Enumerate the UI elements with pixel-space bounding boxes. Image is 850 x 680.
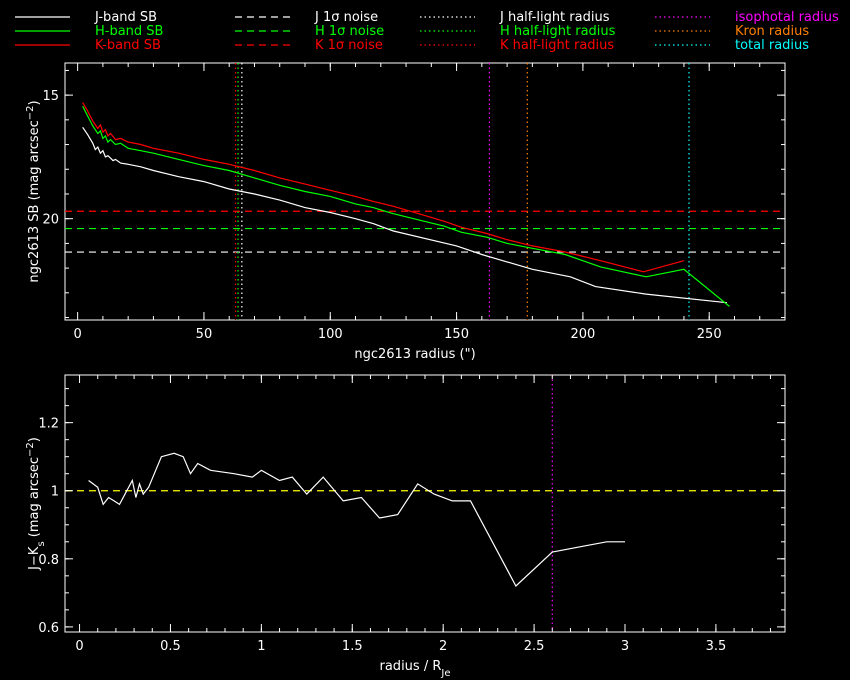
color-series-line (88, 452, 625, 587)
y-tick-label: 1.2 (38, 417, 59, 432)
legend-label-5: K 1σ noise (315, 38, 383, 53)
y-axis-title: J−Ks (mag arcsec−2) (25, 437, 47, 571)
y-tick-label: 1 (51, 485, 59, 500)
color-profile-panel: 0 0.5 1 1.5 2 2.5 3 3.5 0.6 0.8 1 1.2 radius / RJe J−… (25, 374, 786, 679)
legend-label-6: J half-light radius (499, 10, 610, 25)
series-line-1 (82, 105, 730, 307)
legend-label-11: total radius (735, 38, 809, 53)
legend-label-4: H 1σ noise (315, 24, 384, 39)
series-line-2 (82, 102, 685, 273)
x-tick-label: 150 (444, 327, 469, 342)
x-tick-label: 0 (75, 639, 83, 654)
x-tick-label: 1 (257, 639, 265, 654)
x-tick-label: 0 (73, 327, 81, 342)
x-axis-title: radius / RJe (380, 659, 451, 679)
x-tick-label: 2.5 (524, 639, 545, 654)
x-tick-label: 3 (621, 639, 629, 654)
x-tick-label: 1.5 (342, 639, 363, 654)
surface-brightness-panel: 0 50 100 150 200 250 15 20 ngc2613 radius (") ngc… (25, 62, 786, 362)
x-tick-label: 3.5 (706, 639, 727, 654)
x-tick-label: 50 (196, 327, 213, 342)
x-axis-title: ngc2613 radius (") (354, 347, 475, 362)
legend-label-2: K-band SB (95, 38, 161, 53)
legend-label-9: isophotal radius (735, 10, 839, 25)
y-tick-label: 0.6 (38, 621, 59, 636)
legend-label-0: J-band SB (94, 10, 157, 25)
legend-label-3: J 1σ noise (314, 10, 378, 25)
x-tick-label: 100 (318, 327, 343, 342)
plot-area (65, 375, 785, 632)
x-tick-label: 2 (439, 639, 447, 654)
x-tick-label: 200 (570, 327, 595, 342)
plot-frame (64, 62, 786, 321)
x-tick-label: 250 (697, 327, 722, 342)
y-tick-label: 20 (42, 213, 59, 228)
legend-label-7: H half-light radius (500, 24, 616, 39)
legend-label-8: K half-light radius (500, 38, 614, 53)
plot-area (65, 63, 785, 320)
y-axis-title: ngc2613 SB (mag arcsec−2) (25, 100, 43, 282)
x-tick-label: 0.5 (160, 639, 181, 654)
legend-label-1: H-band SB (95, 24, 163, 39)
series-line-0 (82, 126, 727, 304)
y-tick-label: 15 (42, 89, 59, 104)
plot-frame (64, 374, 786, 633)
y-tick-label: 0.8 (38, 553, 59, 568)
legend-label-10: Kron radius (735, 24, 809, 39)
